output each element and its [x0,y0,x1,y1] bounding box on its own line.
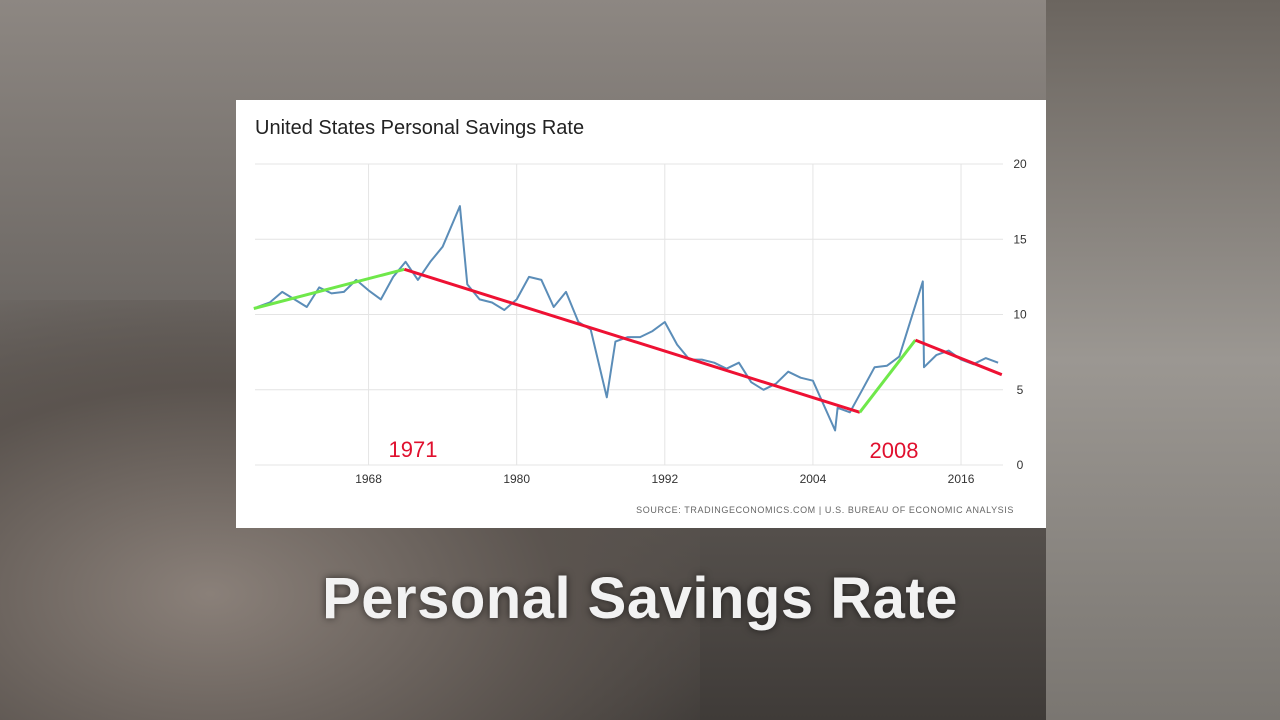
data-line [257,205,999,432]
x-tick-label: 2004 [800,472,827,486]
y-tick-label: 10 [1013,308,1027,322]
y-tick-label: 5 [1017,383,1024,397]
trend-line [403,267,861,414]
trend-line [858,339,917,414]
chart: United States Personal Savings Rate SOUR… [253,117,1027,515]
annotation: 2008 [870,438,919,463]
background-street [1046,0,1280,720]
x-tick-label: 1968 [355,472,382,486]
x-tick-label: 1980 [503,472,530,486]
trend-line [914,338,1003,377]
chart-card: United States Personal Savings Rate SOUR… [236,100,1046,528]
y-tick-label: 0 [1017,458,1024,472]
annotation: 1971 [389,437,438,462]
trend-line [253,267,405,310]
y-tick-label: 20 [1013,157,1027,171]
x-tick-label: 2016 [948,472,975,486]
caption: Personal Savings Rate [322,566,958,631]
x-tick-label: 1992 [651,472,678,486]
source: SOURCE: TRADINGECONOMICS.COM | U.S. BURE… [636,505,1014,515]
chart-title: United States Personal Savings Rate [255,117,584,139]
y-tick-label: 15 [1013,232,1027,246]
